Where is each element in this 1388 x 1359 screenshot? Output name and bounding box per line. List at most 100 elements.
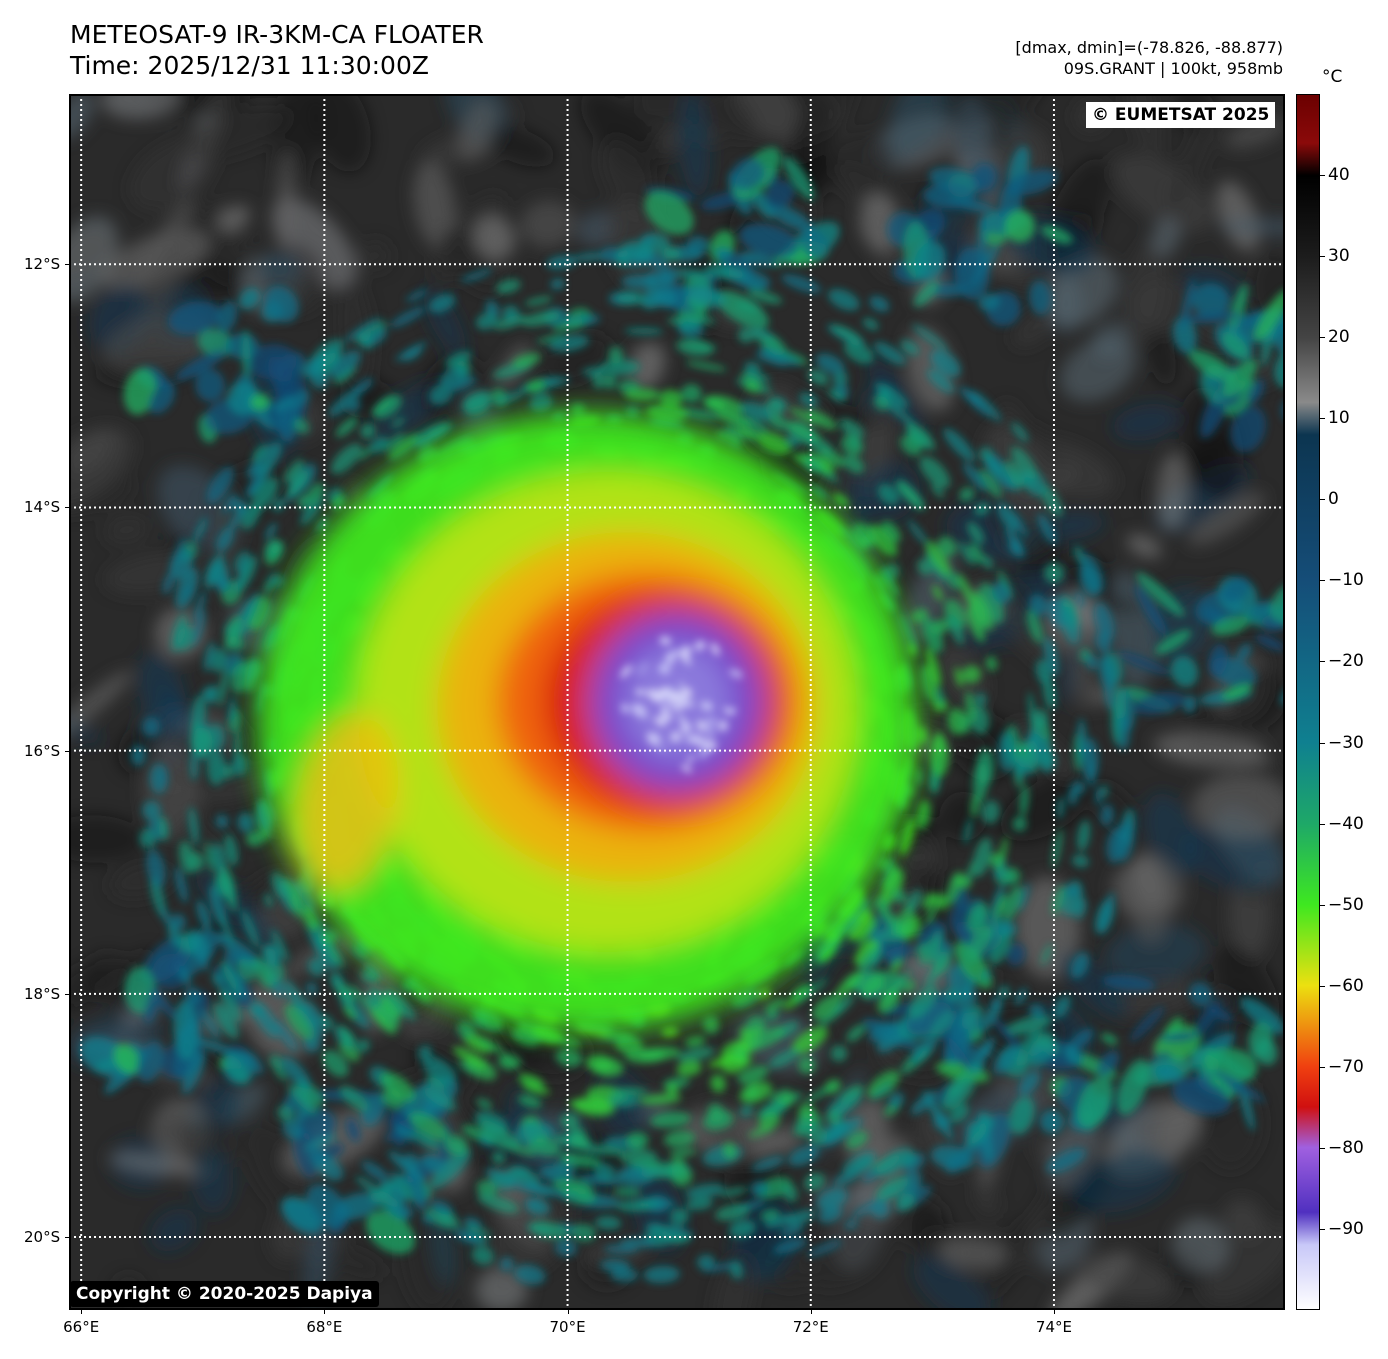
cloud-patch <box>891 958 902 973</box>
cloud-patch <box>1020 471 1035 490</box>
cloud-patch <box>343 1005 356 1020</box>
cloud-patch <box>572 252 610 261</box>
cloud-patch <box>743 1028 763 1040</box>
lat-label: 18°S <box>24 984 61 1003</box>
cloud-patch <box>831 324 862 343</box>
cloud-patch <box>834 970 863 999</box>
cloud-patch <box>321 929 338 945</box>
cloud-patch <box>1028 1003 1046 1019</box>
cloud-patch <box>1077 1076 1114 1129</box>
cloud-patch <box>668 316 685 326</box>
cloud-patch <box>989 929 1012 966</box>
chart-title: METEOSAT-9 IR-3KM-CA FLOATER <box>70 20 484 49</box>
cloud-patch <box>967 902 989 933</box>
cloud-patch <box>1222 359 1258 397</box>
cloud-patch <box>676 1047 715 1062</box>
cloud-patch <box>176 1019 198 1042</box>
cloud-patch <box>552 321 586 331</box>
cloud-patch <box>671 698 680 708</box>
cloud-patch <box>418 1045 432 1060</box>
cloud-patch <box>604 1245 638 1254</box>
lat-label: 14°S <box>24 498 61 517</box>
cloud-patch <box>184 584 193 600</box>
cloud-patch <box>640 715 653 721</box>
cloud-patch <box>931 483 945 499</box>
cloud-patch <box>698 745 710 759</box>
cloud-patch <box>1270 581 1285 624</box>
cloud-patch <box>330 443 362 475</box>
cloud-patch <box>735 301 762 313</box>
cloud-patch <box>972 837 992 878</box>
colorbar-tick-label: −30 <box>1328 732 1364 753</box>
colorbar-tick-label: −10 <box>1328 570 1364 591</box>
cloud-patch <box>972 163 996 191</box>
cloud-patch <box>917 559 933 576</box>
cloud-patch <box>1157 453 1188 531</box>
cloud-patch <box>880 868 904 904</box>
cloud-patch <box>764 1214 797 1229</box>
cloud-patch <box>913 1256 992 1310</box>
cloud-patch <box>896 1193 915 1211</box>
cloud-patch <box>710 1074 726 1093</box>
cloud-patch <box>788 1145 820 1166</box>
cloud-patch <box>1101 784 1109 798</box>
cloud-patch <box>1040 225 1073 244</box>
cloud-patch <box>919 938 941 966</box>
cloud-patch <box>826 388 847 402</box>
cloud-patch <box>1111 703 1121 745</box>
cloud-patch <box>678 94 711 199</box>
cloud-patch <box>204 840 215 874</box>
cloud-patch <box>751 1156 785 1172</box>
cloud-patch <box>341 1032 356 1047</box>
cloud-patch <box>581 1144 625 1156</box>
cloud-patch <box>203 642 216 672</box>
cloud-patch <box>1172 1217 1229 1273</box>
cloud-patch <box>502 305 520 322</box>
cloud-patch <box>738 327 754 343</box>
cloud-patch <box>778 1092 796 1103</box>
cloud-patch <box>506 1167 541 1185</box>
cloud-patch <box>911 608 929 623</box>
cloud-patch <box>423 1087 457 1111</box>
cloud-patch <box>900 340 919 355</box>
cloud-patch <box>344 317 381 342</box>
cloud-patch <box>978 293 1000 311</box>
cloud-patch <box>271 929 289 962</box>
colorbar-unit: °C <box>1322 67 1343 87</box>
colorbar-tick-mark <box>1320 661 1325 663</box>
cloud-patch <box>494 391 524 405</box>
cloud-patch <box>1018 1189 1060 1268</box>
cloud-patch <box>665 1083 679 1096</box>
cloud-patch <box>852 523 877 548</box>
cloud-patch <box>361 1161 389 1182</box>
cloud-patch <box>616 291 647 306</box>
cloud-patch <box>750 1180 769 1197</box>
cloud-patch <box>475 1267 528 1310</box>
cloud-patch <box>1043 637 1059 676</box>
cloud-patch <box>1013 755 1027 779</box>
cloud-patch <box>907 643 917 656</box>
cloud-patch <box>868 524 898 557</box>
cloud-patch <box>286 470 310 498</box>
cloud-patch <box>1194 1000 1221 1037</box>
lat-tick <box>65 1237 69 1239</box>
cloud-patch <box>660 711 672 723</box>
cloud-patch <box>181 260 248 301</box>
cloud-patch <box>783 156 815 201</box>
cloud-patch <box>839 418 865 439</box>
cloud-patch <box>1056 797 1065 819</box>
cloud-patch <box>69 228 116 283</box>
cloud-patch <box>244 1120 314 1216</box>
cloud-patch <box>676 1060 702 1077</box>
lat-label: 16°S <box>24 741 61 760</box>
cloud-patch <box>739 223 799 258</box>
cloud-patch <box>476 1180 498 1198</box>
cloud-patch <box>958 990 977 1014</box>
lat-tick <box>65 507 69 509</box>
cloud-patch <box>549 334 590 352</box>
cloud-patch <box>192 727 213 758</box>
cloud-patch <box>322 1049 349 1078</box>
cloud-patch <box>211 842 226 875</box>
cloud-patch <box>103 514 150 545</box>
colorbar-tick-mark <box>1320 1147 1325 1149</box>
